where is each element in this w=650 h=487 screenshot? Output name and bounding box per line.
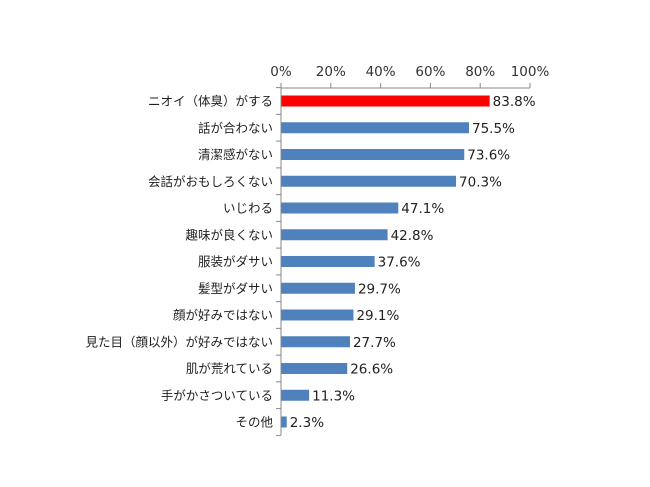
x-tick-label: 80% [465,64,495,80]
bar [281,309,354,321]
bar [281,175,457,187]
value-label: 73.6% [467,148,510,164]
x-tick-label: 40% [366,64,396,80]
value-label: 11.3% [312,388,355,404]
value-label: 42.8% [391,228,434,244]
value-label: 37.6% [378,255,421,271]
bar [281,416,287,428]
x-tick-label: 60% [415,64,445,80]
category-label: 会話がおもしろくない [148,174,273,189]
category-label: 趣味が良くない [185,227,273,242]
value-label: 70.3% [459,174,502,190]
category-label: 清潔感がない [198,147,273,162]
bar [281,256,375,267]
bar [281,229,388,241]
bar [281,336,350,348]
category-label: 手がかさついている [161,388,273,403]
value-label: 83.8% [493,94,536,110]
bar [281,363,348,374]
category-label: 見た目（顔以外）が好みではない [85,334,273,349]
value-label: 75.5% [472,121,515,137]
value-label: 27.7% [353,335,396,351]
category-label: 顔が好みではない [173,308,273,323]
x-tick-label: 100% [511,64,550,80]
category-label: ニオイ（体臭）がする [148,94,273,109]
value-label: 29.1% [356,308,399,324]
category-label: 話が合わない [198,120,273,135]
x-tick-label: 0% [270,64,292,80]
bar [281,389,310,401]
value-label: 2.3% [290,415,324,431]
category-label: いじわる [223,201,273,216]
value-label: 26.6% [350,362,393,378]
category-label: 服装がダサい [198,254,273,269]
x-tick-label: 20% [316,64,346,80]
category-label: 肌が荒れている [186,361,273,376]
category-label: 髪型がダサい [198,281,273,296]
value-label: 29.7% [358,281,401,297]
category-label: その他 [235,415,273,430]
bar [281,282,355,294]
bar [281,149,465,160]
value-label: 47.1% [401,201,444,217]
bar [281,202,399,214]
bar [281,122,469,134]
bar [281,95,490,107]
